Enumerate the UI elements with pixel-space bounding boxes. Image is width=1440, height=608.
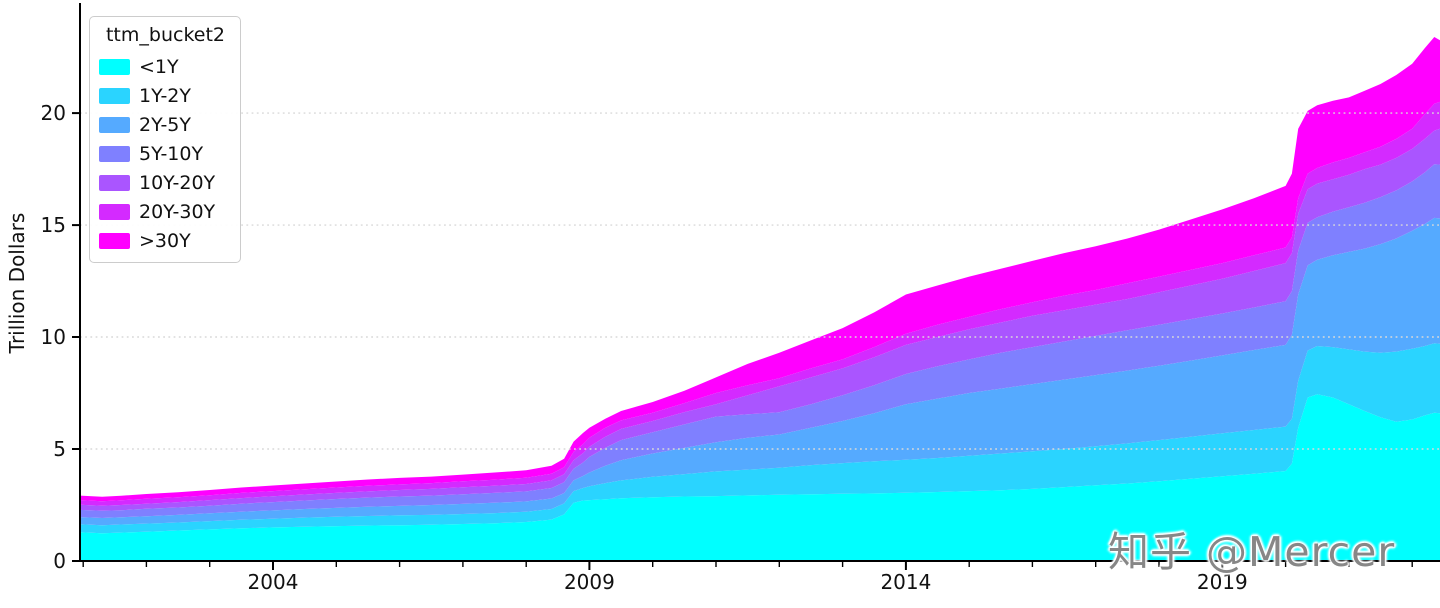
legend-item-<1Y: <1Y (99, 52, 232, 81)
legend-item-5Y-10Y: 5Y-10Y (99, 139, 232, 168)
legend-item-label: 20Y-30Y (139, 200, 216, 223)
y-tick-label-15: 15 (41, 213, 66, 237)
legend-items: <1Y 1Y-2Y 2Y-5Y 5Y-10Y 10Y-20Y 20Y-30Y >30Y (99, 52, 232, 255)
legend-item-2Y-5Y: 2Y-5Y (99, 110, 232, 139)
legend-item-1Y-2Y: 1Y-2Y (99, 81, 232, 110)
legend-item-label: 5Y-10Y (139, 142, 204, 165)
area-band-5Y-10Y (80, 164, 1440, 518)
legend-item-label: 1Y-2Y (139, 84, 191, 107)
area-band-<1Y (80, 394, 1440, 561)
legend-item-10Y-20Y: 10Y-20Y (99, 168, 232, 197)
legend-item-20Y-30Y: 20Y-30Y (99, 197, 232, 226)
x-tick-label-2004: 2004 (248, 570, 299, 594)
legend-title: ttm_bucket2 (105, 24, 225, 46)
legend-swatch-icon (99, 58, 130, 75)
legend-swatch-icon (99, 145, 130, 162)
y-tick-label-20: 20 (41, 101, 66, 125)
legend-swatch-icon (99, 116, 130, 133)
y-tick-label-0: 0 (53, 549, 66, 573)
x-tick-label-2009: 2009 (564, 570, 615, 594)
legend-item-label: 10Y-20Y (139, 171, 216, 194)
legend-item-label: <1Y (139, 55, 179, 78)
y-axis-title: Trillion Dollars (5, 213, 29, 355)
legend: ttm_bucket2 <1Y 1Y-2Y 2Y-5Y 5Y-10Y 10Y-20Y 20… (89, 16, 241, 263)
y-tick-label-5: 5 (53, 437, 66, 461)
area-band->30Y (80, 37, 1440, 502)
legend-swatch-icon (99, 87, 130, 104)
area-band-10Y-20Y (80, 128, 1440, 511)
y-tick-label-10: 10 (41, 325, 66, 349)
x-tick-label-2019: 2019 (1197, 570, 1248, 594)
legend-item-label: 2Y-5Y (139, 113, 191, 136)
area-band-1Y-2Y (80, 343, 1440, 534)
area-band-2Y-5Y (80, 217, 1440, 526)
x-tick-label-2014: 2014 (880, 570, 931, 594)
legend-item-label: >30Y (139, 229, 191, 252)
legend-swatch-icon (99, 203, 130, 220)
legend-swatch-icon (99, 174, 130, 191)
legend-item->30Y: >30Y (99, 226, 232, 255)
watermark: 知乎 @Mercer (1108, 528, 1396, 576)
legend-swatch-icon (99, 232, 130, 249)
